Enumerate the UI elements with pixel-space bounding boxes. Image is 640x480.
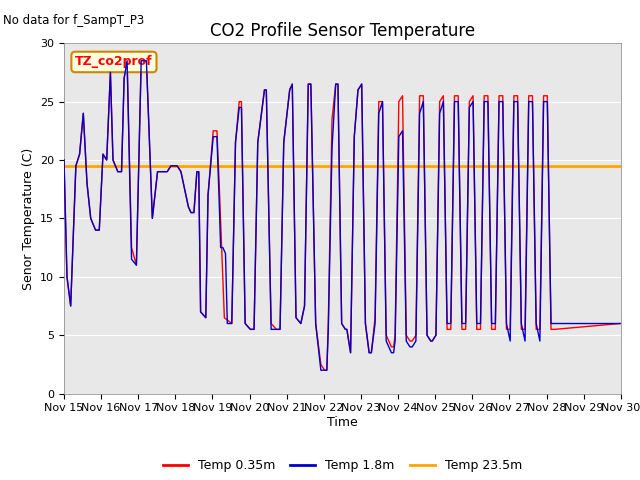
Text: No data for f_SampT_P3: No data for f_SampT_P3 bbox=[3, 14, 145, 27]
Legend: Temp 0.35m, Temp 1.8m, Temp 23.5m: Temp 0.35m, Temp 1.8m, Temp 23.5m bbox=[158, 454, 527, 477]
X-axis label: Time: Time bbox=[327, 416, 358, 429]
Title: CO2 Profile Sensor Temperature: CO2 Profile Sensor Temperature bbox=[210, 22, 475, 40]
Y-axis label: Senor Temperature (C): Senor Temperature (C) bbox=[22, 147, 35, 289]
Text: TZ_co2prof: TZ_co2prof bbox=[75, 56, 153, 69]
